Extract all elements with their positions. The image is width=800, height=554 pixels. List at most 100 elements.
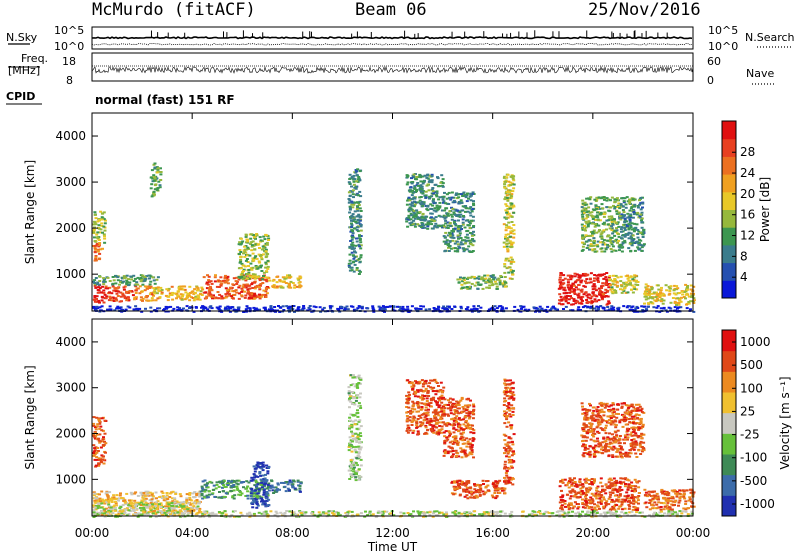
power-cell: [94, 257, 98, 260]
velocity-cell: [254, 479, 258, 482]
power-cell: [652, 292, 656, 295]
velocity-cell: [264, 504, 268, 507]
power-cell: [188, 285, 192, 288]
power-cell: [156, 297, 160, 300]
power-cell: [581, 227, 584, 230]
power-cell: [642, 244, 646, 247]
power-cell: [209, 305, 213, 308]
power-cell: [261, 293, 265, 296]
velocity-cell: [619, 505, 623, 508]
power-cell: [589, 272, 593, 275]
power-cell: [677, 306, 681, 309]
power-cell: [248, 307, 252, 310]
power-cell: [599, 305, 603, 307]
velocity-cell: [637, 502, 640, 505]
power-cell: [472, 193, 476, 195]
velocity-cell: [161, 510, 164, 513]
velocity-cell: [160, 504, 164, 507]
velocity-cell: [167, 505, 171, 508]
power-cell: [158, 296, 162, 299]
power-cell: [627, 247, 631, 250]
velocity-cell: [257, 482, 261, 485]
power-cell: [353, 186, 357, 189]
velocity-cell: [92, 504, 96, 507]
power-cell: [449, 225, 453, 227]
power-cell: [508, 240, 512, 243]
power-cell: [631, 198, 635, 201]
power-cell: [95, 233, 99, 236]
beam-title: Beam 06: [355, 0, 427, 20]
velocity-cell: [124, 508, 128, 511]
cpid-label: CPID: [6, 90, 36, 103]
power-cell: [580, 279, 584, 282]
power-cell: [566, 286, 570, 289]
power-cell: [356, 259, 360, 261]
power-cell: [236, 306, 240, 309]
power-cell: [431, 190, 435, 193]
velocity-cell: [612, 477, 616, 480]
velocity-cell: [162, 499, 166, 502]
power-cell: [582, 285, 586, 288]
power-cell: [243, 245, 247, 248]
power-cell: [409, 224, 413, 226]
power-cell: [586, 273, 590, 276]
power-cell: [357, 204, 361, 206]
power-cell: [442, 214, 446, 217]
power-cell: [636, 307, 640, 309]
power-cell: [253, 248, 257, 251]
power-cell: [190, 296, 193, 299]
power-cell: [223, 277, 227, 280]
velocity-cell: [98, 422, 102, 425]
power-cell: [617, 212, 620, 215]
power-cell: [141, 280, 145, 283]
power-cell: [179, 297, 183, 300]
power-cell: [206, 274, 209, 277]
velocity-cell: [260, 499, 264, 501]
cpid-text: normal (fast) 151 RF: [95, 93, 235, 107]
velocity-cell: [140, 494, 144, 497]
power-cell: [150, 297, 154, 300]
velocity-cell: [217, 496, 221, 499]
power-cell: [594, 289, 598, 292]
power-cell: [581, 228, 585, 231]
power-cell: [92, 228, 96, 231]
power-cell: [411, 223, 415, 225]
power-cell: [269, 308, 273, 311]
power-colorbar-tick-label: 4: [740, 270, 748, 284]
power-cell: [251, 240, 255, 243]
velocity-cell: [299, 481, 303, 484]
power-cell: [620, 216, 624, 219]
velocity-cell: [296, 480, 300, 483]
nave-tick-high: 60: [707, 55, 721, 68]
power-cell: [258, 236, 262, 239]
power-cell: [188, 292, 192, 294]
power-cell: [506, 257, 510, 260]
velocity-cell: [468, 491, 472, 494]
power-cell: [459, 213, 463, 216]
velocity-cell: [266, 483, 270, 486]
power-cell: [466, 192, 469, 195]
velocity-cell: [230, 486, 233, 489]
power-cell: [617, 225, 621, 228]
power-cell: [100, 299, 104, 302]
power-cell: [319, 310, 323, 313]
velocity-cell: [617, 498, 621, 501]
power-cell: [598, 219, 602, 222]
power-cell: [153, 177, 157, 180]
power-cell: [430, 223, 434, 226]
power-cell: [673, 284, 677, 287]
power-cell: [631, 309, 635, 311]
velocity-cell: [265, 491, 269, 493]
velocity-cell: [254, 467, 258, 470]
power-cell: [396, 305, 399, 308]
power-cell: [464, 219, 468, 222]
power-cell: [607, 286, 611, 289]
power-cell: [430, 208, 434, 210]
power-cell: [593, 307, 597, 310]
power-cell: [245, 273, 249, 275]
velocity-cell: [100, 490, 104, 493]
velocity-cell: [470, 491, 473, 494]
power-cell: [573, 288, 577, 291]
power-cell: [624, 203, 628, 206]
power-cell: [100, 216, 104, 219]
